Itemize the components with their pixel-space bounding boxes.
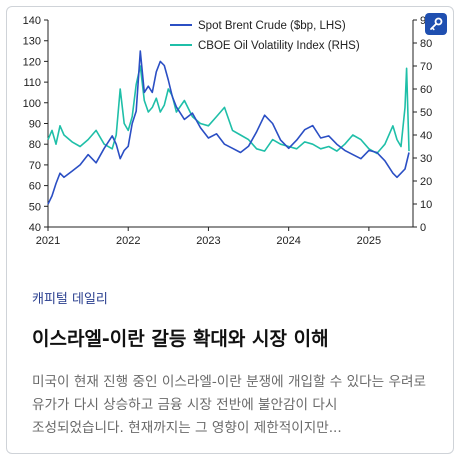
line-chart: 40 50 60 70 80 90 100 110 120 130 140 0 10 20 30 40 50 60…	[23, 15, 433, 247]
category-label[interactable]: 캐피털 데일리	[32, 292, 108, 307]
left-tick-label: 40	[29, 222, 41, 234]
left-tick-label: 130	[23, 36, 41, 48]
left-tick-label: 60	[29, 181, 41, 193]
news-card[interactable]: 40 50 60 70 80 90 100 110 120 130 140 0 10 20 30 40 50 60…	[6, 6, 454, 454]
ovx-series-line	[47, 65, 410, 155]
key-button[interactable]	[425, 13, 447, 35]
left-tick-label: 100	[23, 98, 41, 110]
article-description: 미국이 현재 진행 중인 이스라엘-이란 분쟁에 개입할 수 있다는 우려로 유…	[32, 374, 426, 436]
left-tick-label: 70	[29, 160, 41, 172]
x-tick-label: 2021	[36, 235, 60, 247]
brent-series-line	[47, 50, 410, 205]
right-tick-label: 0	[420, 222, 426, 234]
right-tick-label: 10	[420, 199, 432, 211]
left-tick-label: 80	[29, 139, 41, 151]
x-tick-label: 2025	[357, 235, 381, 247]
right-tick-label: 30	[420, 153, 432, 165]
right-tick-label: 80	[420, 38, 432, 50]
right-tick-label: 50	[420, 107, 432, 119]
chart-image: 40 50 60 70 80 90 100 110 120 130 140 0 10 20 30 40 50 60…	[7, 7, 453, 265]
legend-label: Spot Brent Crude ($bp, LHS)	[198, 20, 346, 32]
right-tick-label: 60	[420, 84, 432, 96]
left-tick-label: 90	[29, 119, 41, 131]
x-tick-label: 2024	[276, 235, 300, 247]
x-tick-label: 2022	[116, 235, 140, 247]
left-tick-label: 50	[29, 201, 41, 213]
right-tick-label: 70	[420, 61, 432, 73]
left-tick-label: 110	[23, 77, 41, 89]
legend-label: CBOE Oil Volatility Index (RHS)	[198, 40, 360, 52]
article-title[interactable]: 이스라엘-이란 갈등 확대와 시장 이해	[32, 328, 329, 350]
key-icon	[430, 17, 443, 31]
right-tick-label: 40	[420, 130, 432, 142]
left-tick-label: 140	[23, 15, 41, 27]
left-tick-label: 120	[23, 56, 41, 68]
x-tick-label: 2023	[196, 235, 220, 247]
right-tick-label: 20	[420, 176, 432, 188]
